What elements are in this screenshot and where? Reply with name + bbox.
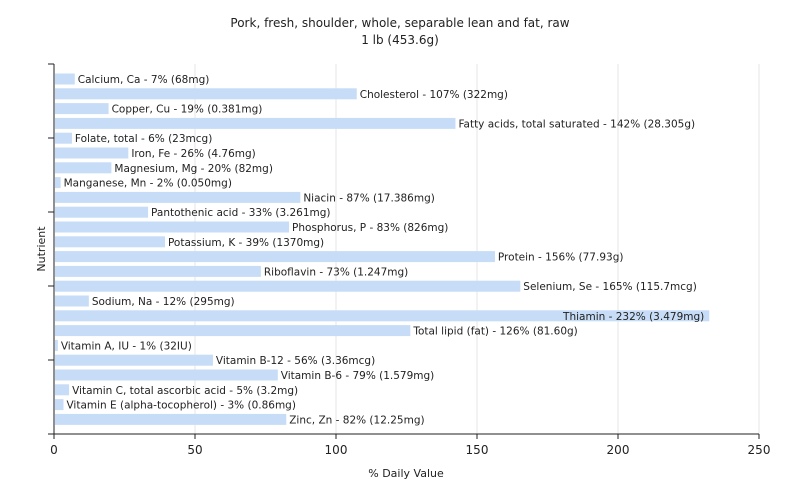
bar-labels: Calcium, Ca - 7% (68mg) Cholesterol - 107… [61,74,704,426]
x-tick-label: 250 [748,443,771,457]
bar-label: Vitamin E (alpha-tocopherol) - 3% (0.86m… [66,400,296,412]
bar-label: Total lipid (fat) - 126% (81.60g) [412,326,577,338]
bar-label: Vitamin A, IU - 1% (32IU) [61,340,192,352]
bar [55,280,521,292]
bar-label: Vitamin C, total ascorbic acid - 5% (3.2… [72,385,298,397]
bar-label: Protein - 156% (77.93g) [498,252,624,264]
bar [55,310,710,322]
bar [55,295,89,307]
bar [55,384,70,396]
bar [55,162,112,174]
chart-title: Pork, fresh, shoulder, whole, separable … [230,16,569,30]
bar-label: Cholesterol - 107% (322mg) [360,89,508,101]
bar-label: Fatty acids, total saturated - 142% (28.… [458,118,695,130]
bar-label: Vitamin B-12 - 56% (3.36mcg) [216,355,375,367]
chart-subtitle: 1 lb (453.6g) [361,33,439,47]
bar [55,265,261,277]
x-tick-label: 100 [325,443,348,457]
bar-label: Zinc, Zn - 82% (12.25mg) [289,414,424,426]
bar-label: Thiamin - 232% (3.479mg) [562,311,704,323]
bar-label: Selenium, Se - 165% (115.7mcg) [523,281,697,293]
bar [55,369,278,381]
bar [55,191,301,203]
bar [55,325,411,337]
bar-label: Pantothenic acid - 33% (3.261mg) [151,207,330,219]
x-tick-label: 200 [607,443,630,457]
bar [55,354,213,366]
bar [55,399,64,411]
x-axis-label: % Daily Value [368,467,444,480]
y-axis-label: Nutrient [35,226,48,272]
bar-label: Calcium, Ca - 7% (68mg) [78,74,210,86]
bar-label: Manganese, Mn - 2% (0.050mg) [64,178,232,190]
bar-label: Vitamin B-6 - 79% (1.579mg) [281,370,435,382]
bar-label: Niacin - 87% (17.386mg) [303,192,435,204]
bars [55,73,710,425]
bar-label: Folate, total - 6% (23mcg) [75,133,212,145]
bar [55,206,149,218]
bar-label: Phosphorus, P - 83% (826mg) [292,222,448,234]
bar [55,236,165,248]
bar-label: Sodium, Na - 12% (295mg) [92,296,235,308]
bar-label: Copper, Cu - 19% (0.381mg) [112,104,263,116]
x-tick-label: 0 [50,443,58,457]
bar [55,177,61,189]
bar [55,103,109,115]
bar [55,117,456,129]
x-axis-ticks: 0 50 100 150 200 250 [50,434,770,457]
bar [55,88,357,100]
bar-label: Potassium, K - 39% (1370mg) [168,237,324,249]
bar [55,339,58,351]
bar [55,73,75,85]
bar [55,221,290,233]
bar-label: Riboflavin - 73% (1.247mg) [264,266,408,278]
x-tick-label: 150 [466,443,489,457]
bar-label: Iron, Fe - 26% (4.76mg) [131,148,255,160]
bar-label: Magnesium, Mg - 20% (82mg) [114,163,273,175]
bar [55,147,129,159]
bar [55,132,72,144]
y-axis-ticks [48,63,54,435]
x-tick-label: 50 [187,443,202,457]
bar [55,251,495,263]
bar [55,413,287,425]
